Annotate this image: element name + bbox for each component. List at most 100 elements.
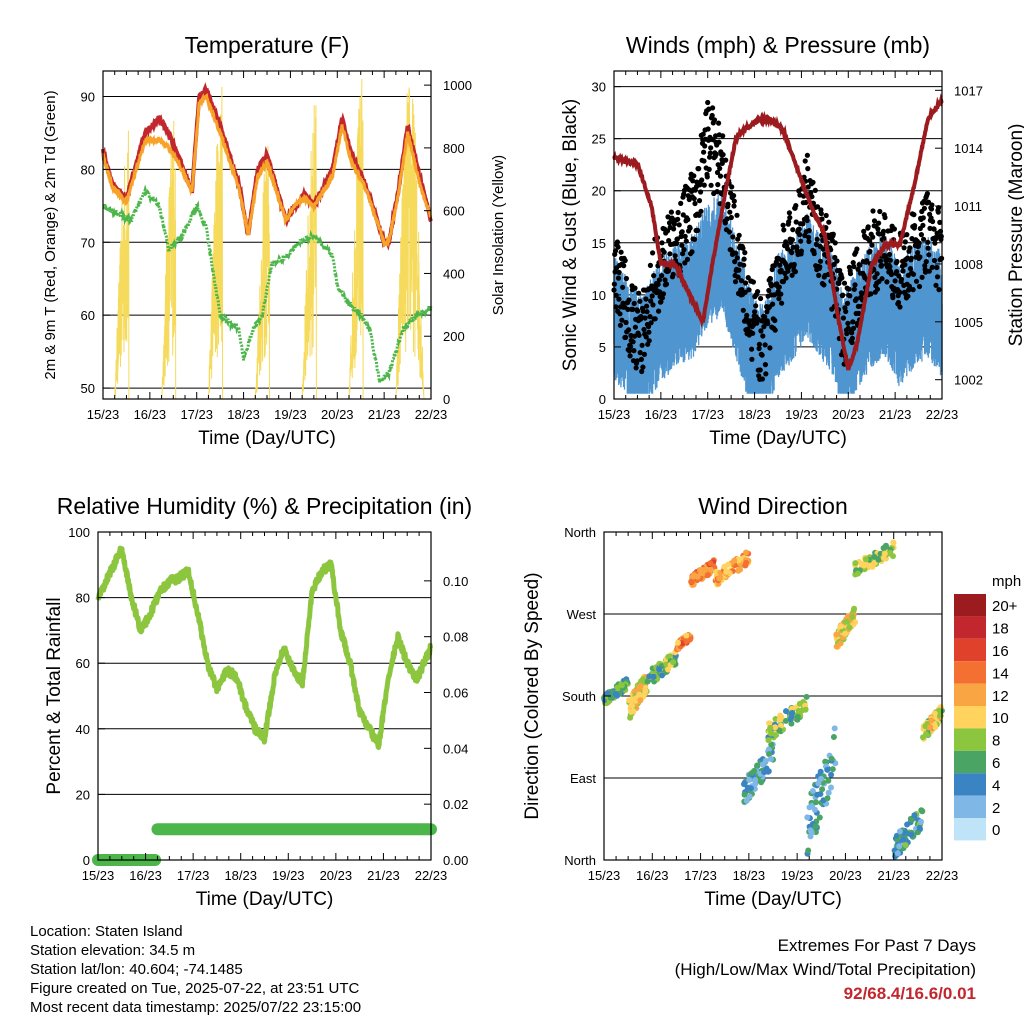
direction-point — [773, 732, 779, 739]
chart-title-temperature: Temperature (F) — [185, 32, 350, 58]
gust-point — [758, 328, 764, 334]
gust-point — [632, 285, 638, 291]
gust-point — [679, 242, 685, 248]
gust-point — [817, 264, 823, 270]
direction-point — [659, 672, 665, 679]
gust-point — [806, 238, 812, 245]
y-tick-label: 90 — [81, 90, 95, 105]
legend-label: 2 — [992, 800, 1000, 817]
gust-point — [884, 279, 890, 285]
gust-point — [648, 298, 654, 304]
gust-point — [912, 223, 918, 229]
x-tick-label: 17/23 — [684, 868, 717, 883]
y-tick-label: 25 — [592, 132, 606, 147]
extremes-subtitle: (High/Low/Max Wind/Total Precipitation) — [674, 960, 976, 979]
y-tick-label: 80 — [81, 162, 95, 177]
y-tick-label: 30 — [592, 80, 606, 95]
y-right-tick-label: 0 — [443, 392, 450, 407]
legend-swatch — [954, 750, 986, 774]
gust-point — [614, 239, 621, 245]
gust-point — [696, 166, 702, 172]
gust-point — [620, 300, 626, 306]
legend-swatch — [954, 638, 986, 662]
gust-point — [891, 226, 898, 232]
gust-point — [776, 296, 782, 302]
gust-point — [804, 152, 811, 158]
gust-point — [789, 272, 795, 278]
gust-point — [819, 216, 825, 222]
gust-point — [776, 284, 782, 290]
direction-point — [907, 815, 914, 822]
gust-point — [851, 264, 857, 270]
direction-point — [765, 737, 772, 744]
direction-point — [768, 741, 775, 748]
gust-point — [910, 287, 916, 293]
direction-point — [772, 724, 779, 731]
gust-point — [856, 310, 862, 316]
gust-point — [643, 296, 649, 302]
gust-point — [668, 209, 675, 215]
gust-point — [870, 234, 876, 240]
series-temp_9m — [101, 93, 433, 249]
direction-point — [814, 791, 821, 798]
direction-point — [636, 691, 643, 698]
gust-point — [683, 238, 689, 244]
gust-point — [659, 295, 666, 301]
x-tick-label: 21/23 — [367, 868, 400, 883]
gust-point — [692, 200, 698, 207]
gust-point — [911, 212, 917, 218]
gust-point — [715, 182, 721, 188]
gust-point — [731, 198, 737, 204]
direction-point — [665, 666, 671, 673]
gust-point — [623, 334, 629, 340]
gust-point — [681, 247, 687, 253]
gust-point — [916, 283, 923, 290]
direction-point — [762, 757, 769, 764]
y-axis-label: 2m & 9m T (Red, Orange) & 2m Td (Green) — [42, 90, 59, 379]
x-tick-label: 17/23 — [180, 407, 213, 422]
direction-point — [788, 714, 795, 721]
direction-point — [807, 827, 814, 834]
gust-point — [659, 240, 665, 246]
direction-point — [830, 734, 837, 740]
gust-point — [850, 260, 856, 266]
direction-point — [618, 682, 625, 689]
panel-wind: Winds (mph) & Pressure (mb) 15/23 16/23 17/… — [560, 32, 1024, 449]
gust-point — [656, 277, 663, 283]
gust-point — [882, 214, 888, 221]
gust-point — [725, 201, 731, 207]
gust-point — [678, 233, 684, 240]
direction-point — [931, 710, 938, 717]
direction-point — [894, 850, 901, 857]
gust-point — [645, 323, 652, 330]
gust-point — [674, 240, 680, 247]
gust-point — [920, 222, 926, 228]
y-right-tick-label: 0.06 — [443, 686, 468, 701]
gust-point — [905, 293, 911, 299]
gust-point — [691, 173, 697, 179]
gust-point — [931, 257, 938, 264]
gust-point — [925, 245, 931, 251]
gust-point — [674, 236, 681, 242]
y-tick-label: 20 — [76, 787, 90, 802]
y-tick-label: 80 — [76, 591, 90, 606]
gust-point — [635, 308, 641, 314]
gust-point — [783, 239, 789, 245]
x-axis-label: Time (Day/UTC) — [198, 428, 336, 449]
direction-point — [803, 693, 810, 700]
direction-point — [778, 714, 785, 721]
y-tick-label: 60 — [76, 656, 90, 671]
gust-point — [806, 228, 812, 234]
legend-swatch — [954, 728, 986, 751]
y-tick-label: East — [570, 771, 596, 786]
gust-point — [640, 308, 646, 314]
speed-legend: mph 20+ 18 16 14 12 10 8 6 4 2 0 — [954, 573, 1021, 841]
gust-point — [925, 239, 931, 245]
gust-point — [935, 209, 941, 215]
y-right-tick-label: 1011 — [954, 199, 982, 214]
gust-point — [937, 219, 943, 225]
direction-point — [928, 717, 935, 724]
gust-point — [638, 356, 645, 362]
legend-label: 8 — [992, 733, 1000, 750]
gust-point — [750, 330, 756, 336]
